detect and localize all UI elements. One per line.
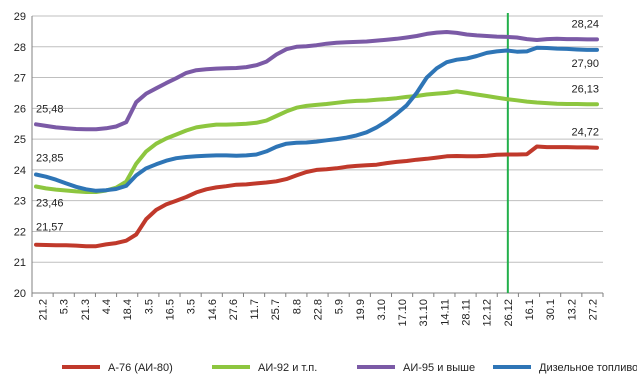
axis-layer: 20 21 22 23 24 25 26 27 28 29 21.2 5.3 21.3 4.4 18.4 3.… [14,11,604,327]
x-tick-label: 8.8 [291,299,303,314]
x-tick-label: 12.12 [482,299,494,327]
x-tick-label: 11.7 [249,299,261,320]
last-value-label: 27,90 [571,58,599,70]
x-tick-label: 26.12 [503,299,515,327]
x-tick-label: 14.6 [207,299,219,320]
y-tick-label: 25 [14,134,26,146]
legend-label: А-76 (АИ-80) [108,362,173,374]
x-tick-label: 27.2 [587,299,599,320]
last-value-label: 28,24 [571,18,599,30]
y-tick-label: 28 [14,42,26,54]
x-tick-label: 16.1 [524,299,536,320]
label-layer: 21,57 24,72 23,46 26,13 25,48 28,24 23,85 27,90 [36,18,599,233]
last-value-label: 26,13 [571,83,599,95]
first-value-label: 21,57 [36,222,64,234]
y-tick-label: 21 [14,257,26,269]
legend-label: АИ-92 и т.п. [258,362,317,374]
x-tick-label: 22.8 [313,299,325,320]
series-layer [34,30,599,249]
series-line [34,45,599,193]
x-tick-label: 21.2 [38,299,50,320]
x-tick-label: 17.10 [397,299,409,327]
x-tick-label: 3.5 [186,299,198,314]
x-tick-label: 16.5 [164,299,176,320]
x-tick-label: 30.1 [545,299,557,320]
y-tick-label: 24 [14,165,26,177]
x-tick-label: 3.10 [376,299,388,320]
x-tick-label: 5.3 [59,299,71,314]
legend-label: АИ-95 и выше [403,362,475,374]
y-tick-label: 22 [14,226,26,238]
legend: А-76 (АИ-80) АИ-92 и т.п. АИ-95 и выше Дизе… [62,362,637,374]
x-tick-label: 3.5 [143,299,155,314]
last-value-label: 24,72 [571,127,599,139]
y-tick-label: 27 [14,73,26,85]
x-tick-label: 4.4 [101,299,113,314]
x-tick-label: 14.11 [439,299,451,326]
y-tick-label: 23 [14,196,26,208]
x-tick-label: 19.9 [355,299,367,320]
first-value-label: 23,85 [36,153,64,165]
series-line [34,144,599,249]
series-line [34,89,599,194]
y-tick-label: 29 [14,11,26,23]
x-tick-label: 25.7 [270,299,282,320]
legend-label: Дизельное топливо [539,362,637,374]
x-tick-label: 21.3 [80,299,92,320]
x-tick-label: 28.11 [461,299,473,326]
x-tick-label: 13.2 [566,299,578,320]
x-tick-label: 18.4 [122,299,134,320]
first-value-label: 23,46 [36,198,64,210]
x-tick-label: 5.9 [334,299,346,314]
x-tick-label: 27.6 [228,299,240,320]
y-tick-label: 20 [14,288,26,300]
y-tick-label: 26 [14,103,26,115]
first-value-label: 25,48 [36,103,64,115]
series-line [34,30,599,132]
x-tick-label: 31.10 [418,299,430,327]
